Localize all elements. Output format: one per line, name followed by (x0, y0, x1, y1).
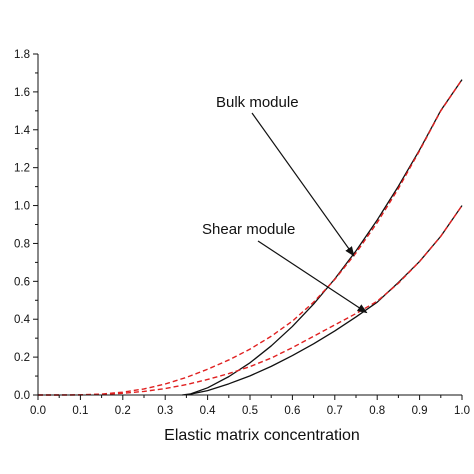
x-tick-label: 0.5 (242, 405, 258, 417)
y-tick-label: 0.2 (14, 352, 30, 364)
solid-series-line-0 (182, 79, 463, 396)
y-tick-label: 0.4 (14, 314, 31, 326)
dashed-series-line-3 (38, 205, 463, 396)
y-tick-label: 1.4 (14, 125, 31, 137)
x-tick-label: 0.2 (115, 405, 131, 417)
annotations: Bulk module Shear module (202, 94, 368, 314)
y-tick-label: 1.0 (14, 201, 30, 213)
x-axis-title: Elastic matrix concentration (164, 427, 360, 444)
x-tick-label: 0.8 (369, 405, 385, 417)
x-tick-label: 0.4 (200, 405, 217, 417)
x-tick-label: 0.9 (412, 405, 428, 417)
y-tick-label: 0.6 (14, 276, 30, 288)
y-tick-label: 1.2 (14, 163, 30, 175)
annotation-arrow (251, 112, 355, 257)
annotation-label: Bulk module (216, 94, 299, 111)
annotation-label: Shear module (202, 221, 295, 238)
y-tick-label: 1.8 (14, 49, 30, 61)
tick-labels: 0.0 0.1 0.2 0.3 0.4 0.5 0.6 0.7 0.8 0.9 1.0 0.0 0.2 0… (14, 49, 470, 417)
plot-lines (38, 79, 463, 396)
annotation-arrow (257, 240, 368, 314)
y-tick-label: 0.0 (14, 390, 30, 402)
x-tick-label: 0.1 (72, 405, 88, 417)
x-tick-label: 0.7 (327, 405, 343, 417)
ticks (33, 53, 463, 400)
x-tick-label: 0.6 (284, 405, 300, 417)
x-tick-label: 1.0 (454, 405, 470, 417)
y-tick-label: 1.6 (14, 87, 30, 99)
dashed-series-line-1 (38, 79, 463, 396)
x-tick-label: 0.0 (30, 405, 46, 417)
y-tick-label: 0.8 (14, 238, 30, 250)
x-tick-label: 0.3 (157, 405, 173, 417)
